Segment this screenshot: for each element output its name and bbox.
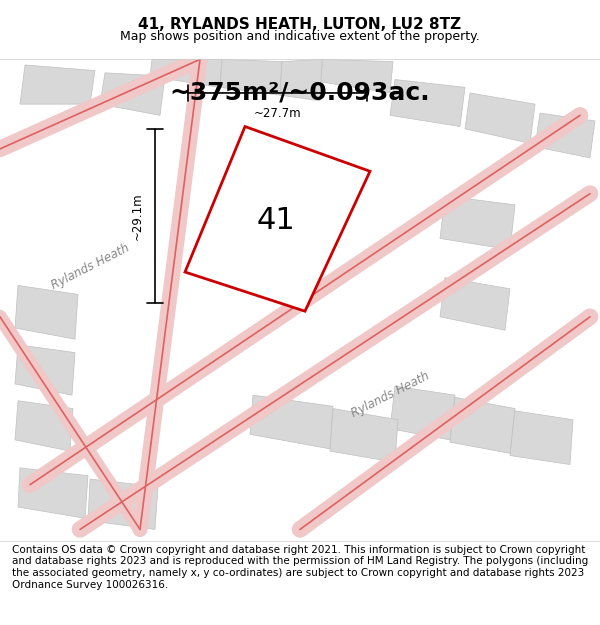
Text: Rylands Heath: Rylands Heath (49, 241, 131, 292)
Text: 41, RYLANDS HEATH, LUTON, LU2 8TZ: 41, RYLANDS HEATH, LUTON, LU2 8TZ (139, 17, 461, 32)
Polygon shape (150, 59, 222, 88)
Polygon shape (390, 79, 465, 126)
Text: Contains OS data © Crown copyright and database right 2021. This information is : Contains OS data © Crown copyright and d… (12, 545, 588, 589)
Polygon shape (390, 386, 455, 440)
Polygon shape (320, 59, 393, 93)
Polygon shape (220, 59, 282, 95)
Text: Rylands Heath: Rylands Heath (349, 370, 431, 421)
Polygon shape (250, 395, 333, 449)
Polygon shape (465, 93, 535, 143)
Polygon shape (535, 113, 595, 158)
Polygon shape (330, 409, 398, 462)
Text: ~375m²/~0.093ac.: ~375m²/~0.093ac. (170, 81, 430, 105)
Polygon shape (280, 59, 322, 101)
Polygon shape (510, 411, 573, 464)
Polygon shape (20, 65, 95, 104)
Polygon shape (440, 196, 515, 249)
Text: ~29.1m: ~29.1m (131, 192, 143, 240)
Text: Map shows position and indicative extent of the property.: Map shows position and indicative extent… (120, 30, 480, 42)
Polygon shape (450, 398, 515, 453)
Text: 41: 41 (257, 206, 296, 235)
Text: ~27.7m: ~27.7m (254, 107, 301, 119)
Polygon shape (15, 286, 78, 339)
Polygon shape (15, 345, 75, 395)
Polygon shape (18, 468, 88, 518)
Polygon shape (15, 401, 73, 451)
Polygon shape (440, 278, 510, 330)
Polygon shape (185, 126, 370, 311)
Polygon shape (88, 479, 158, 529)
Polygon shape (100, 72, 165, 116)
